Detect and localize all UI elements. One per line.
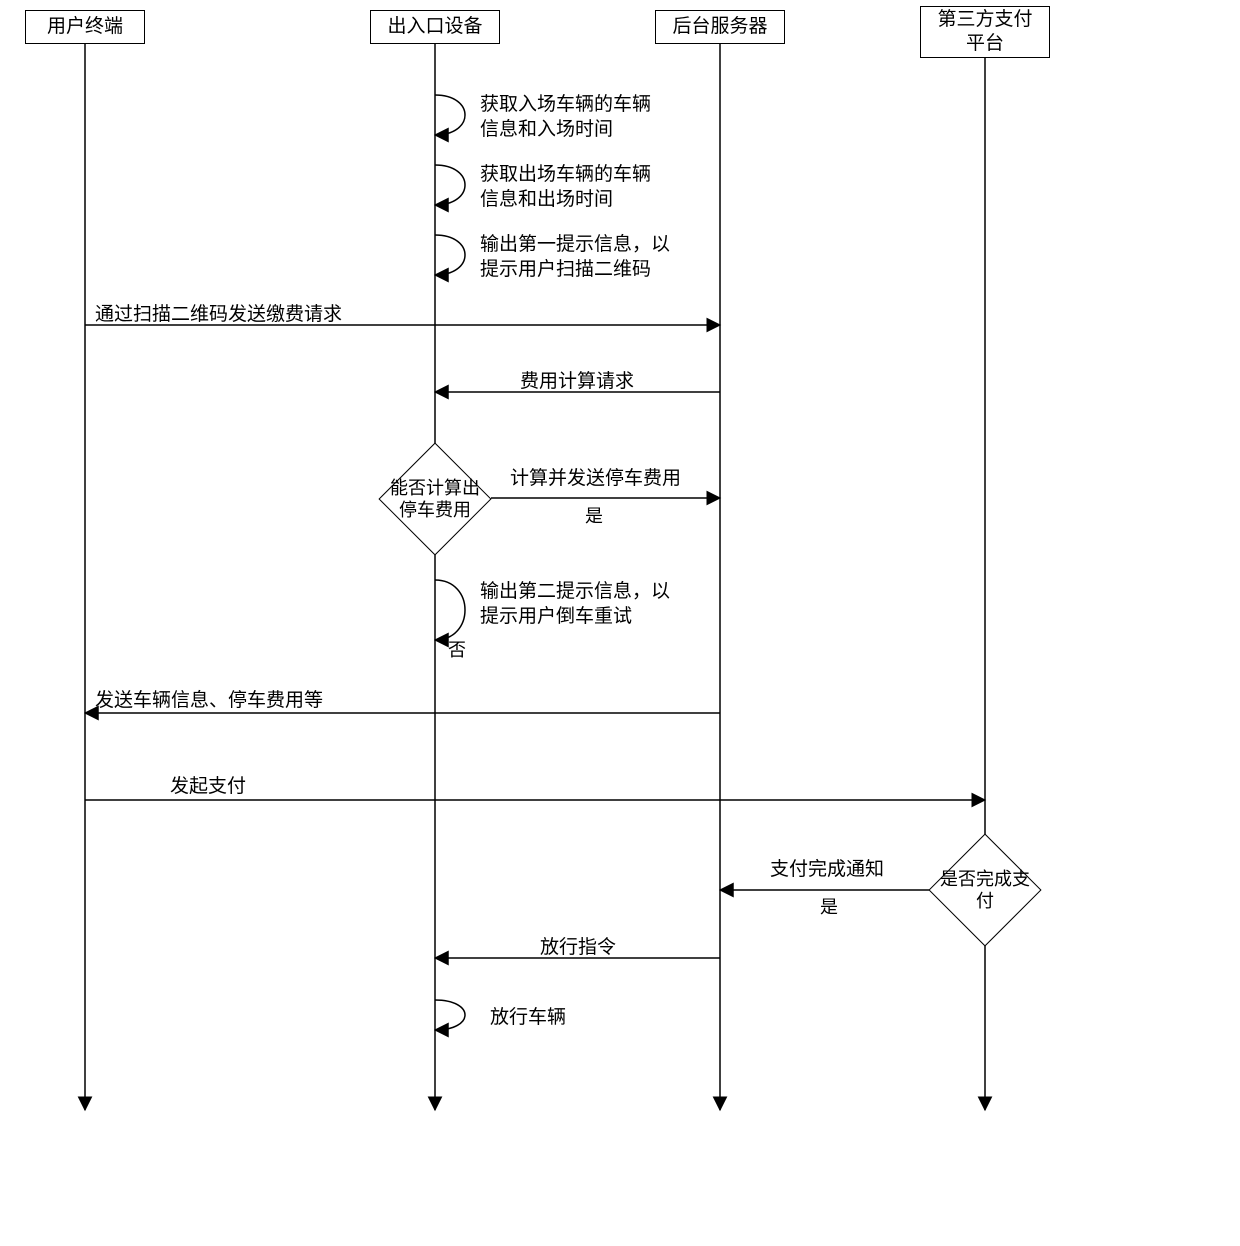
decision-is-paid: 是否完成支 付 — [928, 833, 1042, 947]
msg-initiate-payment: 发起支付 — [170, 775, 246, 800]
participant-third-party-pay: 第三方支付 平台 — [920, 6, 1050, 58]
participant-user-terminal: 用户终端 — [25, 10, 145, 44]
participant-backend-server: 后台服务器 — [655, 10, 785, 44]
participant-label: 后台服务器 — [672, 15, 767, 39]
msg-fee-calc-request: 费用计算请求 — [520, 370, 634, 395]
msg-send-pay-request: 通过扫描二维码发送缴费请求 — [95, 303, 342, 328]
msg-send-parking-fee: 计算并发送停车费用 — [510, 467, 681, 492]
branch-yes-fee: 是 — [585, 502, 603, 528]
msg-release-command: 放行指令 — [540, 936, 616, 961]
participant-gateway-device: 出入口设备 — [370, 10, 500, 44]
sequence-diagram: 用户终端 出入口设备 后台服务器 第三方支付 平台 能否计算出 停车费用 是否完… — [0, 0, 1240, 1246]
msg-prompt-retry: 输出第二提示信息，以 提示用户倒车重试 — [480, 580, 670, 629]
branch-no-fee: 否 — [448, 636, 466, 662]
msg-release-vehicle: 放行车辆 — [490, 1006, 566, 1031]
participant-label: 第三方支付 平台 — [937, 8, 1032, 56]
decision-can-calc-fee: 能否计算出 停车费用 — [378, 442, 492, 556]
participant-label: 用户终端 — [47, 15, 123, 39]
msg-send-vehicle-info: 发送车辆信息、停车费用等 — [95, 689, 323, 714]
msg-payment-done-notify: 支付完成通知 — [770, 858, 884, 883]
participant-label: 出入口设备 — [387, 15, 482, 39]
branch-yes-paid: 是 — [820, 893, 838, 919]
msg-prompt-scan: 输出第一提示信息，以 提示用户扫描二维码 — [480, 233, 670, 282]
msg-capture-exit: 获取出场车辆的车辆 信息和出场时间 — [480, 163, 651, 212]
msg-capture-entry: 获取入场车辆的车辆 信息和入场时间 — [480, 93, 651, 142]
